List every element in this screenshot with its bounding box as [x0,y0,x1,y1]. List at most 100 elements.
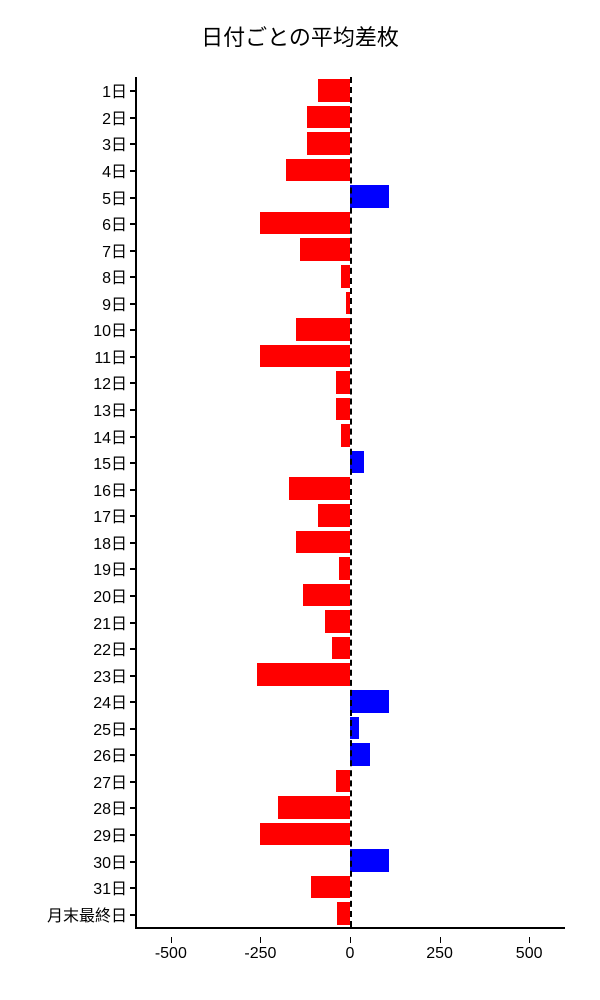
bar-label: 6日 [102,211,127,235]
bar-label: 22日 [93,636,127,660]
bar [307,106,350,129]
zero-line [350,77,352,927]
bar-label: 30日 [93,849,127,873]
bar-label: 10日 [93,317,127,341]
x-axis-line [135,927,565,929]
x-tick-label: 250 [426,945,453,963]
bar [296,531,350,554]
x-tick-label: 0 [346,945,355,963]
y-tick [130,675,135,677]
bar-label: 13日 [93,397,127,421]
y-tick [130,515,135,517]
x-axis: -500 -250 0 250 500 [135,937,565,967]
y-tick [130,542,135,544]
y-tick [130,197,135,199]
bar [350,451,364,474]
bar [336,770,350,793]
bar [318,504,350,527]
x-tick-label: 500 [516,945,543,963]
bar-label: 4日 [102,158,127,182]
y-tick [130,90,135,92]
bar-label: 27日 [93,769,127,793]
y-tick [130,701,135,703]
bar [257,663,350,686]
y-tick [130,117,135,119]
x-tick [440,937,441,943]
bar-label: 29日 [93,822,127,846]
bar-label: 12日 [93,370,127,394]
bar-label: 9日 [102,291,127,315]
bar-label: 1日 [102,78,127,102]
y-tick [130,595,135,597]
bar-label: 18日 [93,530,127,554]
bar [311,876,350,899]
y-tick [130,914,135,916]
y-tick [130,754,135,756]
y-tick [130,887,135,889]
bar-label: 24日 [93,689,127,713]
bar-label: 16日 [93,477,127,501]
bar [303,584,350,607]
bar-label: 21日 [93,610,127,634]
bar [336,398,350,421]
y-tick [130,170,135,172]
y-tick [130,223,135,225]
y-tick [130,781,135,783]
bar [350,185,389,208]
bar [332,637,350,660]
bar [296,318,350,341]
y-tick [130,303,135,305]
bar-label: 5日 [102,185,127,209]
x-tick-label: -250 [244,945,276,963]
bar-label: 2日 [102,105,127,129]
y-tick [130,728,135,730]
y-tick [130,409,135,411]
bar [325,610,350,633]
bar [260,823,350,846]
y-tick [130,329,135,331]
x-tick [529,937,530,943]
y-tick [130,143,135,145]
bar-label: 25日 [93,716,127,740]
bar [286,159,351,182]
bar [318,79,350,102]
y-tick [130,861,135,863]
bar [339,557,350,580]
x-tick-label: -500 [155,945,187,963]
bar-label: 31日 [93,875,127,899]
y-tick [130,568,135,570]
bar-label: 23日 [93,663,127,687]
y-tick [130,834,135,836]
chart-title: 日付ごとの平均差枚 [0,20,600,52]
bar [278,796,350,819]
bar-label: 14日 [93,424,127,448]
y-tick [130,250,135,252]
bar [260,212,350,235]
x-tick [350,937,351,943]
x-tick [260,937,261,943]
bar [300,238,350,261]
bar [341,265,350,288]
plot-area: 1日2日3日4日5日6日7日8日9日10日11日12日13日14日15日16日1… [135,67,565,947]
bar-label: 7日 [102,238,127,262]
bar-label: 11日 [94,344,127,368]
bar-label: 15日 [93,450,127,474]
bar [337,902,350,925]
y-tick [130,462,135,464]
y-tick [130,807,135,809]
y-tick [130,648,135,650]
y-tick [130,436,135,438]
x-tick [171,937,172,943]
bar [350,743,370,766]
bar-label: 3日 [102,131,127,155]
bar [307,132,350,155]
y-tick [130,276,135,278]
bar [350,849,389,872]
bar-label: 19日 [93,556,127,580]
bar [260,345,350,368]
bar [336,371,350,394]
y-tick [130,382,135,384]
bar-label: 8日 [102,264,127,288]
bar-label: 20日 [93,583,127,607]
y-tick [130,489,135,491]
